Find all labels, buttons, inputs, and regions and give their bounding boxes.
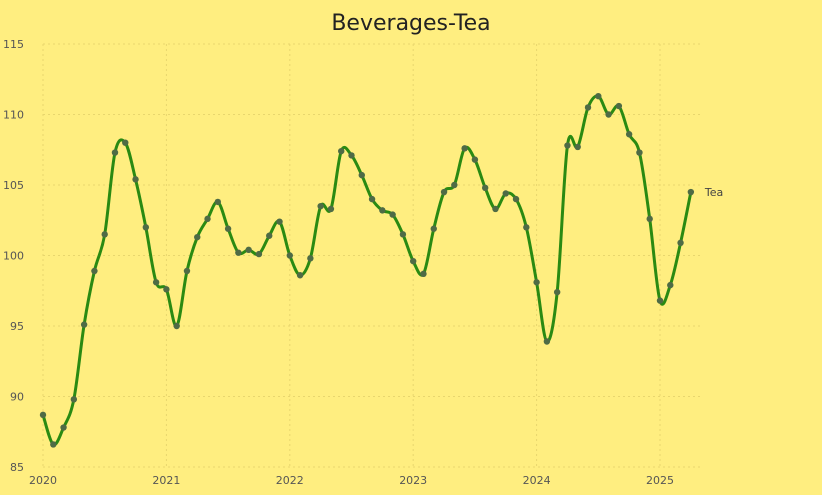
data-point bbox=[296, 272, 304, 279]
data-point bbox=[656, 297, 664, 304]
data-point bbox=[564, 142, 571, 149]
data-point bbox=[379, 207, 386, 214]
data-point bbox=[194, 233, 201, 241]
data-point bbox=[420, 270, 427, 278]
data-point bbox=[451, 181, 458, 189]
chart-title: Beverages-Tea bbox=[331, 11, 490, 36]
series-line-tea bbox=[41, 94, 693, 447]
data-point bbox=[276, 218, 283, 225]
gridlines bbox=[42, 43, 700, 468]
data-point bbox=[481, 184, 489, 192]
data-point bbox=[101, 231, 108, 238]
data-point bbox=[266, 232, 273, 239]
data-point bbox=[615, 102, 623, 110]
data-point bbox=[677, 239, 684, 247]
data-point bbox=[132, 176, 139, 183]
data-point bbox=[533, 279, 540, 286]
data-point bbox=[142, 224, 150, 231]
data-point bbox=[471, 156, 479, 163]
data-point bbox=[584, 104, 592, 111]
data-point bbox=[235, 249, 242, 256]
data-point bbox=[317, 202, 324, 210]
x-tick-label: 2023 bbox=[399, 474, 427, 487]
data-point bbox=[553, 288, 561, 296]
data-point bbox=[183, 267, 191, 275]
data-point bbox=[214, 198, 222, 206]
data-point bbox=[523, 224, 530, 231]
y-tick-label: 85 bbox=[10, 461, 24, 474]
data-point bbox=[348, 152, 355, 159]
data-point bbox=[605, 111, 612, 118]
data-point bbox=[625, 131, 633, 138]
data-point bbox=[111, 149, 119, 156]
data-point bbox=[224, 225, 232, 232]
data-point bbox=[91, 267, 98, 275]
data-point bbox=[60, 424, 67, 431]
series-label-tea: Tea bbox=[704, 186, 723, 199]
y-tick-label: 95 bbox=[10, 320, 24, 333]
data-point bbox=[204, 215, 211, 223]
data-point bbox=[646, 215, 653, 223]
data-point bbox=[543, 338, 551, 345]
data-point bbox=[389, 211, 396, 218]
data-point bbox=[70, 396, 78, 403]
y-tick-label: 115 bbox=[3, 38, 24, 51]
data-point bbox=[122, 139, 129, 146]
x-tick-label: 2024 bbox=[523, 474, 551, 487]
data-point bbox=[399, 231, 407, 238]
data-point bbox=[50, 441, 57, 448]
data-point bbox=[245, 246, 252, 254]
data-point bbox=[255, 250, 263, 258]
data-point bbox=[430, 225, 437, 232]
x-axis-ticks: 2020 2021 2022 2023 2024 2025 bbox=[29, 474, 674, 487]
data-point bbox=[163, 286, 170, 293]
series-markers bbox=[39, 92, 695, 448]
data-point bbox=[410, 257, 417, 265]
data-point bbox=[358, 171, 365, 179]
x-tick-label: 2021 bbox=[152, 474, 180, 487]
y-axis-ticks: 85 90 95 100 105 110 115 bbox=[3, 38, 24, 474]
data-point bbox=[574, 143, 581, 151]
data-point bbox=[440, 188, 448, 196]
y-tick-label: 105 bbox=[3, 179, 24, 192]
data-point bbox=[512, 195, 520, 203]
data-point bbox=[595, 92, 602, 100]
data-point bbox=[687, 188, 695, 196]
y-tick-label: 90 bbox=[10, 391, 24, 404]
y-tick-label: 110 bbox=[3, 109, 24, 122]
data-point bbox=[461, 145, 468, 152]
data-point bbox=[39, 411, 47, 419]
data-point bbox=[667, 281, 674, 289]
data-point bbox=[327, 205, 335, 213]
data-point bbox=[502, 190, 509, 197]
data-point bbox=[338, 147, 345, 155]
data-point bbox=[80, 321, 88, 328]
data-point bbox=[286, 252, 293, 259]
x-tick-label: 2022 bbox=[276, 474, 304, 487]
y-tick-label: 100 bbox=[3, 250, 24, 263]
data-point bbox=[492, 205, 499, 213]
data-point bbox=[173, 322, 180, 330]
data-point bbox=[368, 195, 376, 203]
data-point bbox=[307, 255, 314, 262]
data-point bbox=[152, 279, 160, 286]
data-point bbox=[636, 149, 643, 156]
x-tick-label: 2020 bbox=[29, 474, 57, 487]
x-tick-label: 2025 bbox=[646, 474, 674, 487]
